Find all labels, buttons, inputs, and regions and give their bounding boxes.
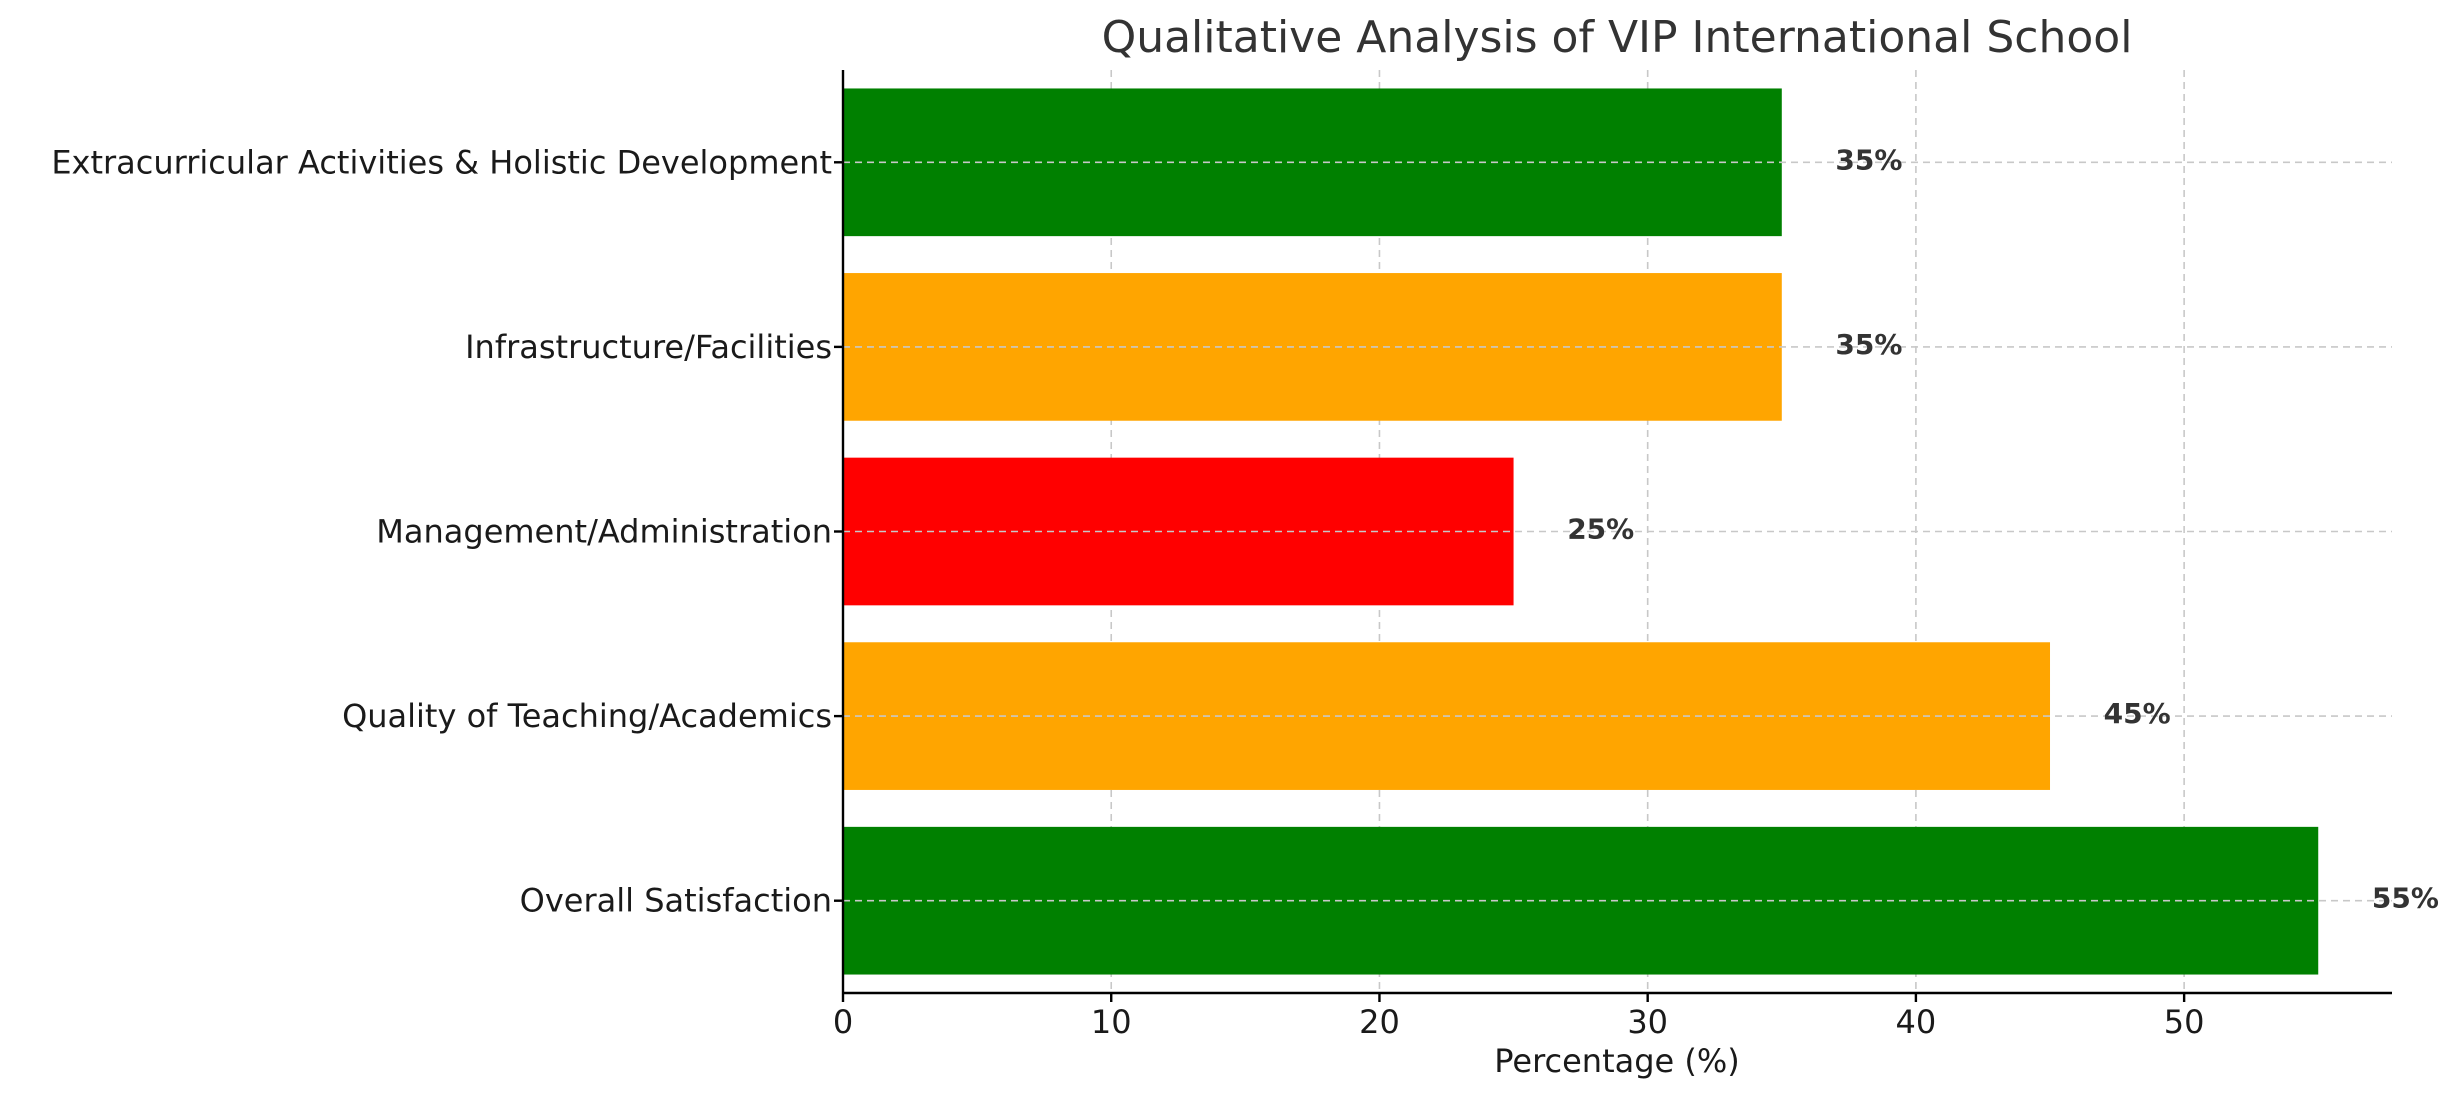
x-tick-label-4: 40 bbox=[1896, 1003, 1937, 1041]
data-label-0: 35% bbox=[1835, 143, 1902, 176]
x-tick-label-5: 50 bbox=[2164, 1003, 2205, 1041]
x-tick-label-1: 10 bbox=[1091, 1003, 1132, 1041]
x-axis-label: Percentage (%) bbox=[1494, 1042, 1740, 1080]
x-tick-label-3: 30 bbox=[1627, 1003, 1668, 1041]
category-label-1: Infrastructure/Facilities bbox=[465, 328, 832, 366]
category-label-3: Quality of Teaching/Academics bbox=[342, 697, 832, 735]
data-label-layer: 35% 35% 25% 45% 55% bbox=[843, 143, 2439, 915]
category-label-4: Overall Satisfaction bbox=[520, 882, 832, 920]
x-tick-label-0: 0 bbox=[833, 1003, 853, 1041]
category-label-layer: Extracurricular Activities & Holistic De… bbox=[51, 143, 832, 919]
category-label-0: Extracurricular Activities & Holistic De… bbox=[51, 143, 832, 181]
chart-title: Qualitative Analysis of VIP Internationa… bbox=[1102, 12, 2133, 63]
category-label-2: Management/Administration bbox=[376, 513, 832, 551]
data-label-3: 45% bbox=[2104, 697, 2171, 730]
tick-layer: 0 10 20 30 40 50 bbox=[833, 161, 2205, 1041]
data-label-1: 35% bbox=[1835, 328, 1902, 361]
x-tick-label-2: 20 bbox=[1359, 1003, 1400, 1041]
data-label-2: 25% bbox=[1567, 513, 1634, 546]
data-label-4: 55% bbox=[2372, 882, 2439, 915]
